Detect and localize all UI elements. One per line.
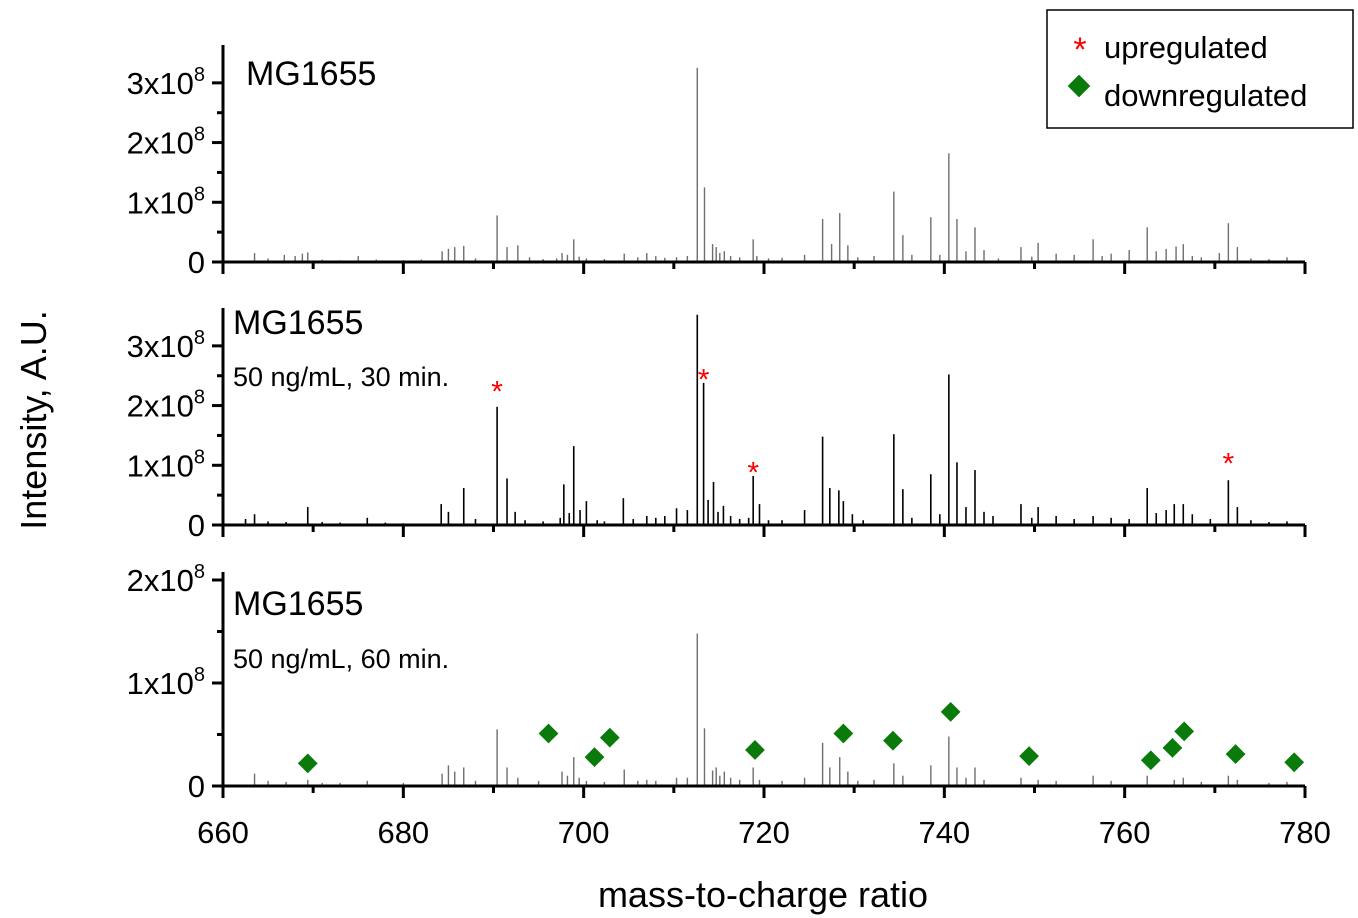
panel-title: MG1655 <box>233 585 363 623</box>
legend-upregulated-label: upregulated <box>1104 30 1268 65</box>
downregulated-diamond-marker <box>833 723 854 744</box>
legend-diamond-icon <box>1067 74 1091 98</box>
downregulated-diamond-marker <box>1162 737 1183 758</box>
panel-title: MG1655 <box>233 304 363 342</box>
legend-box <box>1046 9 1354 129</box>
y-tick-label: 0 <box>188 769 205 804</box>
x-tick-label: 700 <box>558 815 610 850</box>
y-tick-label: 2x108 <box>127 561 205 598</box>
y-axis-label: Intensity, A.U. <box>13 310 54 529</box>
panel-subtitle: 50 ng/mL, 60 min. <box>233 644 449 674</box>
y-tick-label: 2x108 <box>127 124 205 161</box>
upregulated-star-marker: * <box>698 364 710 397</box>
y-tick-label: 3x108 <box>127 64 205 101</box>
x-tick-label: 660 <box>197 815 249 850</box>
legend-downregulated-label: downregulated <box>1104 78 1307 113</box>
upregulated-star-marker: * <box>747 456 759 489</box>
panel-2: 0 1x108 2x108 3x108 MG1655 50 ng/mL, 30 min. *… <box>127 304 1307 543</box>
downregulated-diamond-marker <box>940 701 961 722</box>
y-tick-label: 1x108 <box>127 183 205 220</box>
downregulated-diamond-marker <box>883 730 903 751</box>
downregulated-diamond-marker <box>599 727 620 748</box>
x-axis-label: mass-to-charge ratio <box>598 874 928 915</box>
downregulated-diamond-marker <box>538 723 559 744</box>
y-tick-label: 0 <box>188 245 205 280</box>
y-tick-label: 0 <box>188 508 205 543</box>
y-tick-label: 2x108 <box>127 387 205 424</box>
x-tick-label: 780 <box>1279 815 1331 850</box>
downregulated-diamond-marker <box>1174 721 1195 742</box>
panel-subtitle: 50 ng/mL, 30 min. <box>233 362 449 392</box>
downregulated-diamond-marker <box>1225 744 1246 764</box>
panel-1: 0 1x108 2x108 3x108 MG1655 <box>127 45 1307 280</box>
panel-3: 0 1x108 2x108 MG1655 50 ng/mL, 60 min. <box>127 561 1307 804</box>
y-tick-label: 1x108 <box>127 664 205 701</box>
downregulated-diamond-marker <box>1140 750 1161 771</box>
y-tick-label: 3x108 <box>127 327 205 364</box>
panel-title: MG1655 <box>246 55 376 93</box>
upregulated-star-marker: * <box>1223 447 1235 480</box>
downregulated-diamond-marker <box>584 747 605 768</box>
x-tick-label: 740 <box>918 815 970 850</box>
panels-layer: 0 1x108 2x108 3x108 MG1655 0 1x108 2x108 3x108 MG… <box>127 45 1307 804</box>
downregulated-diamond-marker <box>1284 752 1305 773</box>
upregulated-star-marker: * <box>491 376 503 409</box>
legend-star-icon: * <box>1073 31 1086 69</box>
x-tick-label: 720 <box>738 815 790 850</box>
y-tick-label: 1x108 <box>127 446 205 483</box>
legend: * upregulated downregulated <box>1046 9 1354 129</box>
x-tick-label: 680 <box>377 815 429 850</box>
downregulated-diamond-marker <box>745 740 765 760</box>
downregulated-diamond-marker <box>1019 746 1039 767</box>
x-tick-label: 760 <box>1099 815 1151 850</box>
downregulated-diamond-marker <box>297 753 318 774</box>
x-tick-labels: 660 680 700 720 740 760 780 <box>197 815 1331 850</box>
